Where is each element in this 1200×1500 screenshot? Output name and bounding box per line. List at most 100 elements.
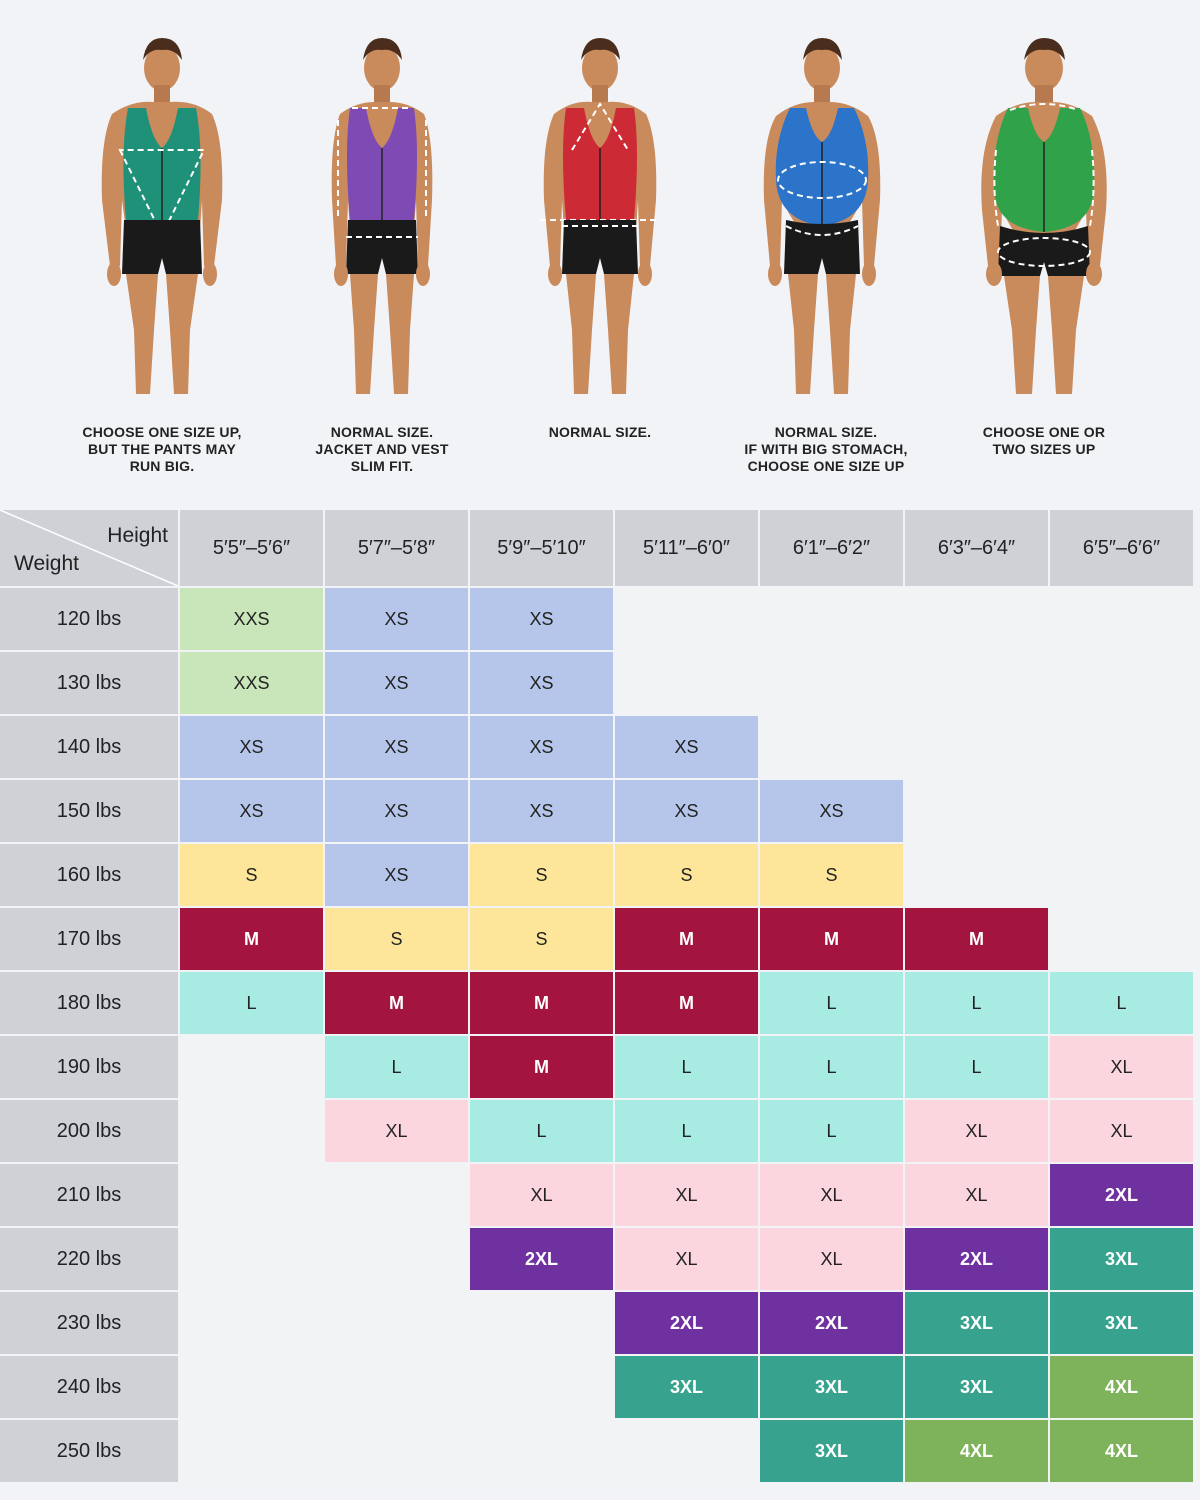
weight-row-label: 180 lbs [0, 972, 178, 1034]
empty-size-cell [470, 1420, 613, 1482]
figure-caption-5: CHOOSE ONE OR TWO SIZES UP [924, 424, 1164, 458]
empty-size-cell [760, 588, 903, 650]
size-cell: S [470, 844, 613, 906]
empty-size-cell [180, 1100, 323, 1162]
height-column-header: 6′1″–6′2″ [760, 510, 903, 586]
caption-line: CHOOSE ONE SIZE UP, [82, 424, 242, 440]
empty-size-cell [760, 652, 903, 714]
weight-row: 250 lbs 3XL 4XL 4XL [0, 1420, 1193, 1482]
weight-row: 220 lbs 2XL XL XL 2XL 3XL [0, 1228, 1193, 1290]
weight-row-label: 210 lbs [0, 1164, 178, 1226]
size-cell: M [760, 908, 903, 970]
weight-row: 230 lbs 2XL 2XL 3XL 3XL [0, 1292, 1193, 1354]
size-cell: XL [905, 1100, 1048, 1162]
size-cell: XL [760, 1228, 903, 1290]
empty-size-cell [905, 780, 1048, 842]
weight-row-label: 170 lbs [0, 908, 178, 970]
size-cell: XL [325, 1100, 468, 1162]
weight-row-label: 140 lbs [0, 716, 178, 778]
weight-row: 140 lbs XS XS XS XS [0, 716, 1193, 778]
size-cell: L [760, 1036, 903, 1098]
empty-size-cell [905, 652, 1048, 714]
size-cell: 2XL [905, 1228, 1048, 1290]
empty-size-cell [1050, 908, 1193, 970]
size-cell: XL [1050, 1036, 1193, 1098]
size-cell: 3XL [1050, 1228, 1193, 1290]
empty-size-cell [325, 1420, 468, 1482]
height-axis-label: Height [107, 524, 168, 547]
size-cell: 3XL [1050, 1292, 1193, 1354]
weight-row: 200 lbs XL L L L XL XL [0, 1100, 1193, 1162]
size-cell: XS [760, 780, 903, 842]
empty-size-cell [180, 1228, 323, 1290]
size-cell: XL [470, 1164, 613, 1226]
figure-caption-1: CHOOSE ONE SIZE UP, BUT THE PANTS MAY RU… [42, 424, 282, 475]
weight-row: 180 lbs L M M M L L L [0, 972, 1193, 1034]
weight-row: 150 lbs XS XS XS XS XS [0, 780, 1193, 842]
weight-row-label: 250 lbs [0, 1420, 178, 1482]
size-cell: 4XL [905, 1420, 1048, 1482]
empty-size-cell [1050, 588, 1193, 650]
caption-line: TWO SIZES UP [992, 441, 1096, 457]
size-cell: L [760, 972, 903, 1034]
figure-caption-3: NORMAL SIZE. [480, 424, 720, 441]
size-cell: L [905, 972, 1048, 1034]
size-cell: L [180, 972, 323, 1034]
size-cell: XL [905, 1164, 1048, 1226]
height-column-header: 5′7″–5′8″ [325, 510, 468, 586]
size-cell: M [325, 972, 468, 1034]
weight-row: 170 lbs M S S M M M [0, 908, 1193, 970]
size-cell: M [615, 972, 758, 1034]
size-cell: XL [1050, 1100, 1193, 1162]
empty-size-cell [180, 1164, 323, 1226]
body-figure-round [924, 30, 1164, 410]
body-figure-normal [480, 30, 720, 410]
empty-size-cell [470, 1292, 613, 1354]
empty-size-cell [325, 1292, 468, 1354]
caption-line: SLIM FIT. [350, 458, 414, 474]
size-cell: 3XL [905, 1356, 1048, 1418]
size-cell: XS [470, 652, 613, 714]
weight-row: 210 lbs XL XL XL XL 2XL [0, 1164, 1193, 1226]
size-cell: 3XL [760, 1356, 903, 1418]
size-cell: XS [615, 716, 758, 778]
size-cell: M [180, 908, 323, 970]
empty-size-cell [180, 1036, 323, 1098]
size-cell: L [760, 1100, 903, 1162]
size-cell: 4XL [1050, 1420, 1193, 1482]
empty-size-cell [615, 588, 758, 650]
corner-header: Height Weight [0, 510, 178, 586]
caption-line: JACKET AND VEST [315, 441, 449, 457]
size-cell: 2XL [760, 1292, 903, 1354]
weight-row-label: 200 lbs [0, 1100, 178, 1162]
body-figure-inverted-triangle [42, 30, 282, 410]
height-column-header: 6′5″–6′6″ [1050, 510, 1193, 586]
weight-row-label: 190 lbs [0, 1036, 178, 1098]
body-figure-oval [702, 30, 942, 410]
empty-size-cell [1050, 780, 1193, 842]
size-cell: L [470, 1100, 613, 1162]
empty-size-cell [1050, 716, 1193, 778]
size-cell: XS [470, 716, 613, 778]
caption-line: IF WITH BIG STOMACH, [744, 441, 908, 457]
empty-size-cell [325, 1356, 468, 1418]
weight-row-label: 160 lbs [0, 844, 178, 906]
size-cell: XXS [180, 588, 323, 650]
size-cell: 3XL [760, 1420, 903, 1482]
weight-row: 240 lbs 3XL 3XL 3XL 4XL [0, 1356, 1193, 1418]
caption-line: CHOOSE ONE SIZE UP [747, 458, 905, 474]
size-cell: S [325, 908, 468, 970]
size-cell: L [1050, 972, 1193, 1034]
empty-size-cell [180, 1292, 323, 1354]
size-cell: XXS [180, 652, 323, 714]
size-cell: XL [615, 1164, 758, 1226]
weight-row-label: 150 lbs [0, 780, 178, 842]
empty-size-cell [905, 844, 1048, 906]
weight-row: 120 lbs XXS XS XS [0, 588, 1193, 650]
size-cell: M [470, 972, 613, 1034]
weight-row-label: 120 lbs [0, 588, 178, 650]
size-cell: XS [180, 780, 323, 842]
size-cell: XS [325, 844, 468, 906]
empty-size-cell [1050, 844, 1193, 906]
caption-line: BUT THE PANTS MAY [87, 441, 237, 457]
